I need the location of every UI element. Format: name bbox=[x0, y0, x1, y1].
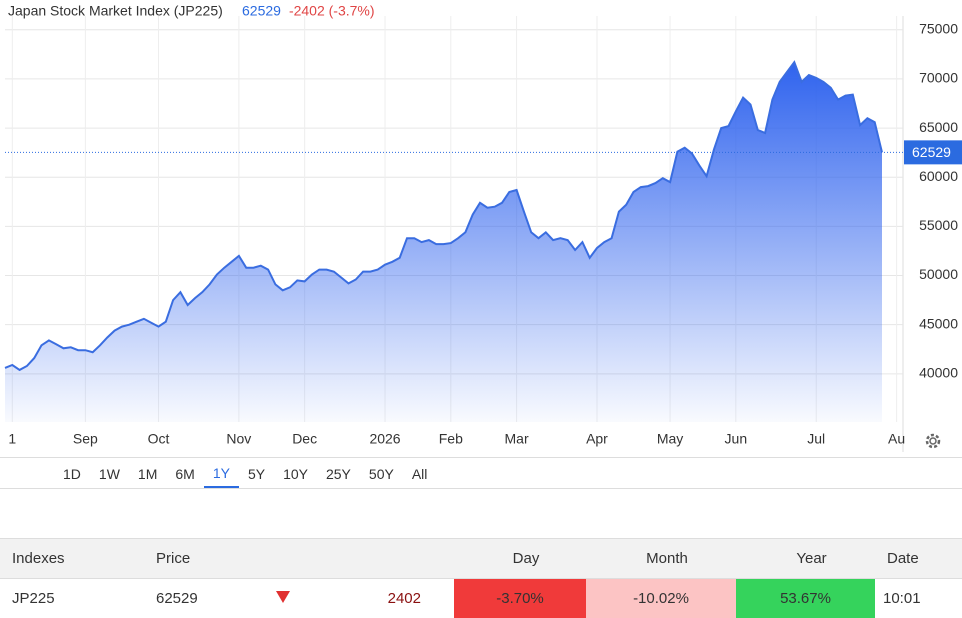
x-tick-label: Au bbox=[888, 431, 905, 447]
x-tick-label: Apr bbox=[586, 431, 608, 447]
range-button[interactable]: 1W bbox=[90, 458, 129, 488]
last-value-label: 62529 bbox=[912, 144, 951, 160]
cell: -10.02% bbox=[586, 579, 736, 618]
th: Date bbox=[875, 539, 962, 579]
y-tick-label: 70000 bbox=[919, 70, 958, 86]
cell: -3.70% bbox=[454, 579, 586, 618]
th: Indexes bbox=[0, 539, 144, 579]
y-tick-label: 55000 bbox=[919, 217, 958, 233]
x-tick-label: Oct bbox=[148, 431, 170, 447]
cell: 53.67% bbox=[736, 579, 875, 618]
cell: 2402 bbox=[336, 579, 454, 618]
range-button[interactable]: 6M bbox=[166, 458, 203, 488]
y-tick-label: 45000 bbox=[919, 315, 958, 331]
y-tick-label: 60000 bbox=[919, 168, 958, 184]
table-row: JP225 62529 2402 -3.70% -10.02% 53.67% 1… bbox=[0, 579, 962, 618]
x-tick-label: Feb bbox=[439, 431, 463, 447]
x-tick-label: Nov bbox=[226, 431, 251, 447]
cell: JP225 bbox=[0, 579, 144, 618]
range-button[interactable]: 1D bbox=[54, 458, 90, 488]
th bbox=[264, 539, 336, 579]
x-tick-label: May bbox=[657, 431, 683, 447]
th: Day bbox=[454, 539, 586, 579]
x-tick-label: Jul bbox=[807, 431, 825, 447]
quote-table: Indexes Price Day Month Year Date JP225 … bbox=[0, 538, 962, 618]
x-tick-label: Sep bbox=[73, 431, 98, 447]
header-change: -2402 (-3.7%) bbox=[289, 3, 375, 19]
th: Year bbox=[736, 539, 875, 579]
cell: 62529 bbox=[144, 579, 264, 618]
range-button[interactable]: 1M bbox=[129, 458, 166, 488]
th bbox=[336, 539, 454, 579]
area bbox=[5, 62, 882, 422]
range-button[interactable]: All bbox=[403, 458, 437, 488]
table-header: Indexes Price Day Month Year Date bbox=[0, 539, 962, 579]
chart-title: Japan Stock Market Index (JP225) bbox=[8, 3, 223, 19]
range-button[interactable]: 1Y bbox=[204, 458, 239, 488]
x-tick-label: 2026 bbox=[369, 431, 400, 447]
range-button[interactable]: 50Y bbox=[360, 458, 403, 488]
header-price: 62529 bbox=[242, 3, 281, 19]
y-tick-label: 75000 bbox=[919, 20, 958, 36]
range-button[interactable]: 10Y bbox=[274, 458, 317, 488]
th: Price bbox=[144, 539, 264, 579]
y-tick-label: 50000 bbox=[919, 266, 958, 282]
th: Month bbox=[586, 539, 736, 579]
down-icon bbox=[264, 579, 336, 618]
y-tick-label: 40000 bbox=[919, 365, 958, 381]
chart: Japan Stock Market Index (JP225) 62529 -… bbox=[0, 0, 962, 455]
y-tick-label: 65000 bbox=[919, 119, 958, 135]
x-tick-label: Jun bbox=[725, 431, 748, 447]
cell: 10:01 bbox=[875, 579, 962, 618]
x-tick-label: Mar bbox=[505, 431, 529, 447]
range-button[interactable]: 5Y bbox=[239, 458, 274, 488]
x-tick-label: Dec bbox=[292, 431, 317, 447]
settings-icon[interactable] bbox=[927, 435, 939, 447]
x-tick-label: 1 bbox=[8, 431, 16, 447]
range-button[interactable]: 25Y bbox=[317, 458, 360, 488]
